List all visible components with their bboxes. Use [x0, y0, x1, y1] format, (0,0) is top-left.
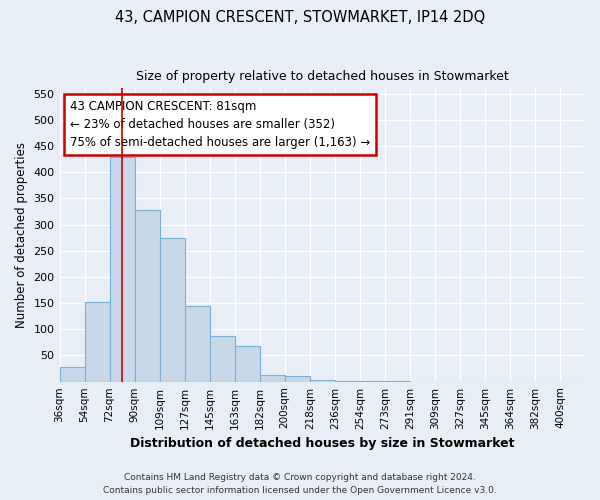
Bar: [285, 376, 310, 382]
Bar: [310, 380, 335, 382]
Bar: [160, 238, 185, 382]
Bar: [85, 302, 110, 382]
Bar: [209, 336, 235, 382]
Bar: [110, 158, 134, 382]
Text: 43 CAMPION CRESCENT: 81sqm
← 23% of detached houses are smaller (352)
75% of sem: 43 CAMPION CRESCENT: 81sqm ← 23% of deta…: [70, 100, 370, 149]
Bar: [360, 381, 385, 382]
Title: Size of property relative to detached houses in Stowmarket: Size of property relative to detached ho…: [136, 70, 509, 83]
Bar: [235, 346, 260, 382]
Bar: [335, 380, 360, 382]
Bar: [260, 375, 285, 382]
Text: Contains HM Land Registry data © Crown copyright and database right 2024.
Contai: Contains HM Land Registry data © Crown c…: [103, 474, 497, 495]
Bar: [134, 210, 160, 382]
Bar: [59, 367, 85, 382]
Bar: [185, 306, 209, 382]
Y-axis label: Number of detached properties: Number of detached properties: [15, 142, 28, 328]
X-axis label: Distribution of detached houses by size in Stowmarket: Distribution of detached houses by size …: [130, 437, 515, 450]
Text: 43, CAMPION CRESCENT, STOWMARKET, IP14 2DQ: 43, CAMPION CRESCENT, STOWMARKET, IP14 2…: [115, 10, 485, 25]
Bar: [385, 381, 410, 382]
